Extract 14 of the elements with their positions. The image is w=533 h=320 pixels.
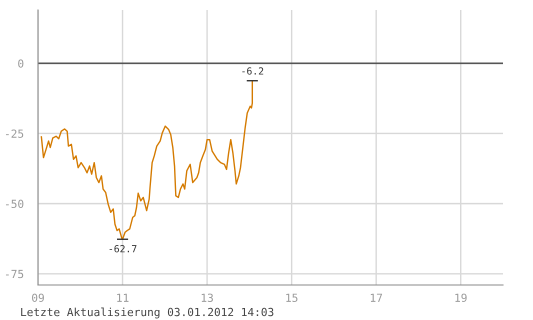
x-tick-label: 13: [202, 294, 213, 302]
y-tick-label: -75: [6, 270, 24, 278]
x-tick-label: 17: [370, 294, 382, 302]
text: Letzte Aktualisierung 03.01.2012 14:03: [21, 308, 274, 318]
y-tick-label: 0: [18, 59, 24, 68]
x-tick-label: 11: [117, 294, 128, 302]
y-tick-label: -25: [6, 129, 24, 138]
x-tick-label: 19: [455, 294, 467, 302]
annotation: -6.2: [242, 67, 264, 75]
x-tick-label: 15: [286, 294, 298, 302]
line-series: [40, 80, 254, 240]
annotation: -62.7: [110, 245, 136, 252]
y-tick-label: -50: [6, 200, 24, 208]
x-tick-label: 09: [32, 294, 44, 302]
